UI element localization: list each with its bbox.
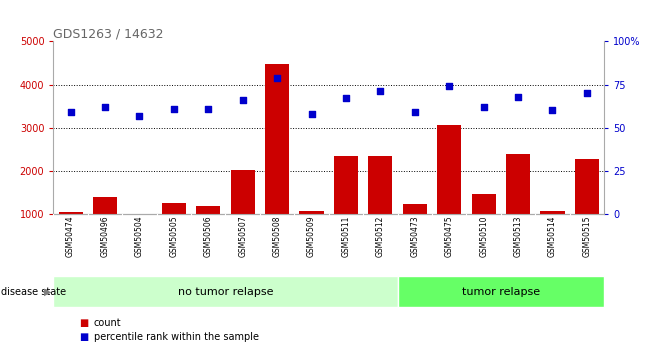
Text: no tumor relapse: no tumor relapse bbox=[178, 287, 273, 296]
Bar bbox=[368, 156, 393, 257]
Text: GSM50512: GSM50512 bbox=[376, 216, 385, 257]
Text: count: count bbox=[94, 318, 121, 327]
Text: ■: ■ bbox=[79, 318, 89, 327]
Point bbox=[100, 104, 110, 110]
Point bbox=[65, 109, 76, 115]
Text: ▶: ▶ bbox=[44, 287, 52, 296]
Text: percentile rank within the sample: percentile rank within the sample bbox=[94, 333, 258, 342]
Text: GSM50508: GSM50508 bbox=[273, 216, 282, 257]
Text: GSM50511: GSM50511 bbox=[342, 216, 350, 257]
Bar bbox=[93, 197, 117, 257]
Text: tumor relapse: tumor relapse bbox=[462, 287, 540, 296]
Bar bbox=[540, 211, 564, 257]
Text: GSM50513: GSM50513 bbox=[514, 216, 523, 257]
Bar bbox=[299, 211, 324, 257]
Point bbox=[444, 83, 454, 89]
Bar bbox=[506, 154, 530, 257]
Bar bbox=[59, 212, 83, 257]
Point bbox=[307, 111, 317, 117]
Point bbox=[169, 106, 179, 111]
Text: GSM50496: GSM50496 bbox=[100, 216, 109, 257]
Text: disease state: disease state bbox=[1, 287, 66, 296]
Bar bbox=[265, 64, 289, 257]
Bar bbox=[196, 206, 220, 257]
Bar bbox=[398, 276, 604, 307]
Text: GSM50474: GSM50474 bbox=[66, 216, 75, 257]
Point bbox=[340, 96, 351, 101]
Text: GSM50514: GSM50514 bbox=[548, 216, 557, 257]
Text: GSM50506: GSM50506 bbox=[204, 216, 213, 257]
Text: GSM50473: GSM50473 bbox=[410, 216, 419, 257]
Text: GSM50510: GSM50510 bbox=[479, 216, 488, 257]
Point bbox=[375, 89, 385, 94]
Point bbox=[582, 90, 592, 96]
Point bbox=[513, 94, 523, 99]
Point bbox=[238, 97, 248, 103]
Text: GDS1263 / 14632: GDS1263 / 14632 bbox=[53, 27, 164, 40]
Text: GSM50515: GSM50515 bbox=[583, 216, 591, 257]
Bar bbox=[575, 159, 599, 257]
Bar bbox=[471, 195, 495, 257]
Bar bbox=[230, 170, 255, 257]
Bar bbox=[437, 125, 462, 257]
Text: GSM50505: GSM50505 bbox=[169, 216, 178, 257]
Bar bbox=[162, 203, 186, 257]
Bar bbox=[403, 204, 427, 257]
Text: GSM50504: GSM50504 bbox=[135, 216, 144, 257]
Point bbox=[478, 104, 489, 110]
Text: GSM50509: GSM50509 bbox=[307, 216, 316, 257]
Point bbox=[134, 113, 145, 118]
Bar bbox=[53, 276, 398, 307]
Point bbox=[203, 106, 214, 111]
Point bbox=[547, 108, 558, 113]
Text: GSM50507: GSM50507 bbox=[238, 216, 247, 257]
Point bbox=[272, 75, 283, 80]
Text: GSM50475: GSM50475 bbox=[445, 216, 454, 257]
Point bbox=[409, 109, 420, 115]
Text: ■: ■ bbox=[79, 333, 89, 342]
Bar bbox=[334, 156, 358, 257]
Bar bbox=[128, 254, 152, 257]
